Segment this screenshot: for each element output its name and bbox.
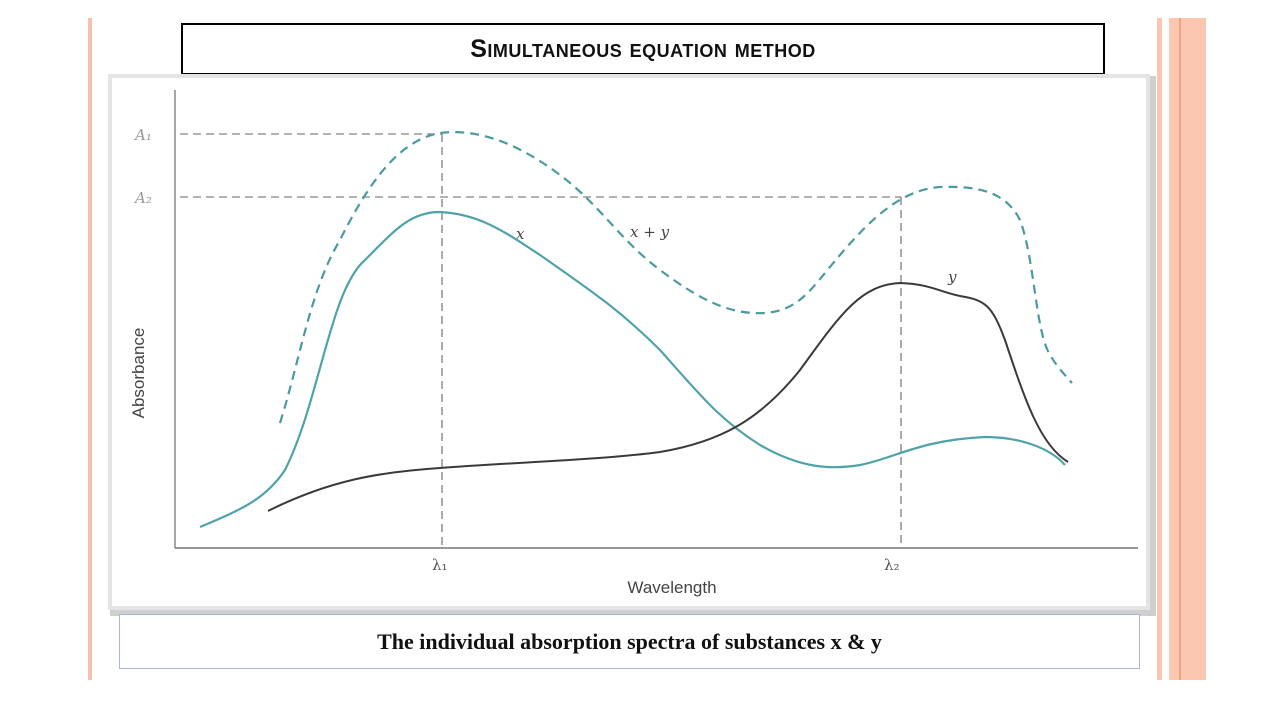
caption-box: The individual absorption spectra of sub… [119, 614, 1140, 669]
curve-x-plus-y [278, 131, 1073, 424]
figure-caption: The individual absorption spectra of sub… [377, 628, 882, 654]
left-border-line [88, 18, 92, 680]
tick-lambda1: λ₁ [432, 556, 448, 574]
label-x: x [516, 225, 525, 243]
right-border-thin [1157, 18, 1162, 680]
label-x-plus-y: x + y [630, 223, 670, 241]
curve-y [267, 281, 1069, 512]
x-axis-label: Wavelength [627, 578, 716, 597]
curve-x [199, 210, 1066, 529]
title-box: Simultaneous equation method [181, 23, 1105, 75]
y-axis-label: Absorbance [129, 328, 148, 419]
slide-title: Simultaneous equation method [470, 34, 816, 63]
figure-frame [112, 78, 1146, 606]
tick-lambda2: λ₂ [884, 556, 900, 574]
label-y: y [947, 268, 957, 286]
right-border-dark [1179, 18, 1181, 680]
tick-a2: A₂ [133, 189, 152, 207]
tick-a1: A₁ [133, 126, 152, 144]
right-border-wide [1169, 18, 1206, 680]
